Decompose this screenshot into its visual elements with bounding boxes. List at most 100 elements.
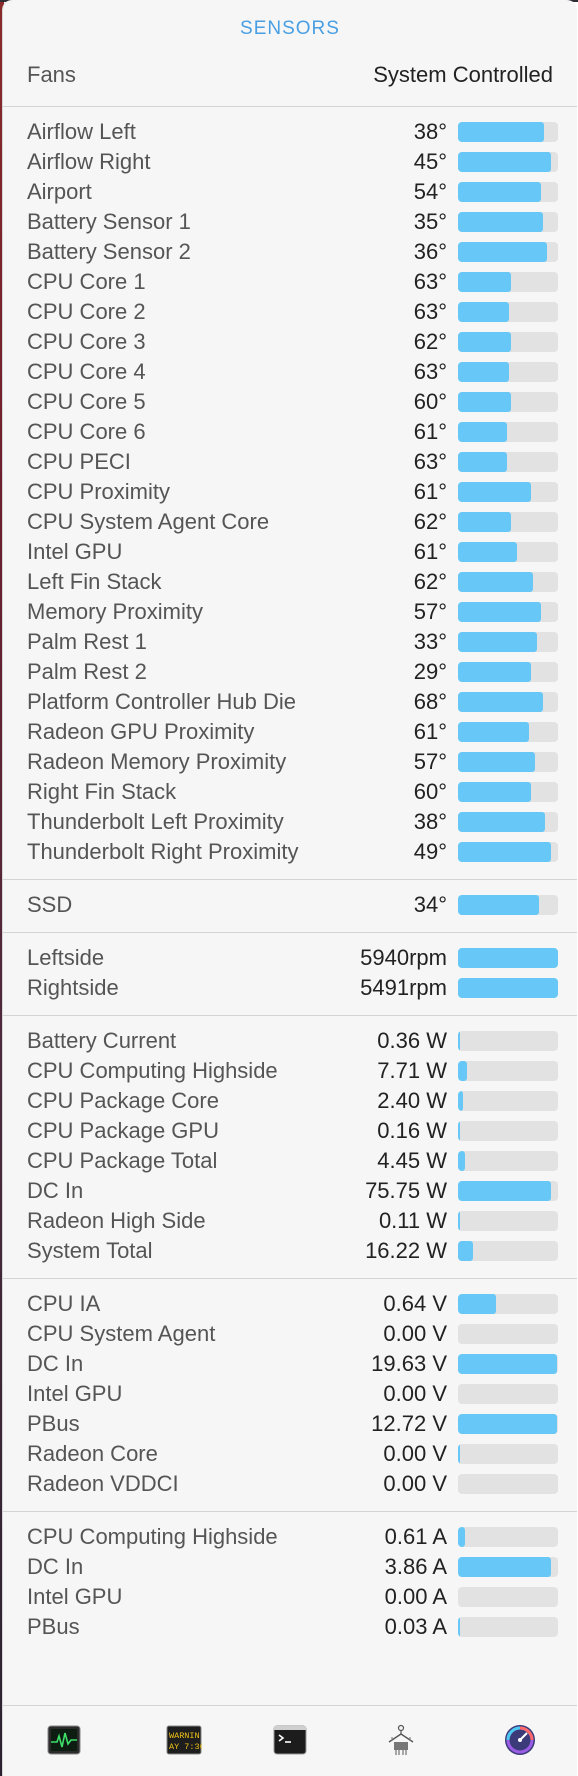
sensor-row[interactable]: Thunderbolt Right Proximity 49° (3, 837, 577, 867)
sensor-name: Leftside (27, 945, 105, 970)
sensor-row[interactable]: DC In 3.86 A (3, 1552, 577, 1582)
terminal-icon[interactable] (273, 1724, 307, 1756)
console-icon[interactable]: WARNIN AY 7:36 (166, 1724, 202, 1756)
sensor-row[interactable]: Palm Rest 2 29° (3, 657, 577, 687)
sensor-row[interactable]: Left Fin Stack 62° (3, 567, 577, 597)
sensor-level-fill (458, 422, 507, 442)
sensor-row[interactable]: Radeon Memory Proximity 57° (3, 747, 577, 777)
sensor-level-bar (458, 692, 558, 712)
sensor-row[interactable]: Battery Sensor 1 35° (3, 207, 577, 237)
fans-mode-value[interactable]: System Controlled (373, 62, 553, 87)
sensor-row[interactable]: Airflow Right 45° (3, 147, 577, 177)
sensor-row[interactable]: CPU Core 3 62° (3, 327, 577, 357)
sensor-row[interactable]: CPU Core 5 60° (3, 387, 577, 417)
sensor-level-fill (458, 332, 511, 352)
sensor-row[interactable]: System Total 16.22 W (3, 1236, 577, 1266)
sensor-name: CPU Proximity (27, 479, 171, 504)
sensor-row[interactable]: CPU Package GPU 0.16 W (3, 1116, 577, 1146)
sensor-level-fill (458, 1241, 473, 1261)
sensor-row[interactable]: CPU Core 6 61° (3, 417, 577, 447)
sensor-row[interactable]: CPU Computing Highside 7.71 W (3, 1056, 577, 1086)
sensor-row[interactable]: Intel GPU 61° (3, 537, 577, 567)
fans-mode-row[interactable]: Fans System Controlled (3, 54, 577, 96)
sensor-level-fill (458, 948, 558, 968)
sensor-row[interactable]: Airport 54° (3, 177, 577, 207)
sensor-value: 49° (413, 839, 447, 864)
sensor-row[interactable]: Radeon High Side 0.11 W (3, 1206, 577, 1236)
sensor-level-bar (458, 212, 558, 232)
sensor-row[interactable]: Rightside 5491rpm (3, 973, 577, 1003)
sensor-level-bar (458, 182, 558, 202)
sensor-level-bar (458, 452, 558, 472)
sensor-row[interactable]: CPU Package Core 2.40 W (3, 1086, 577, 1116)
sensor-row[interactable]: Battery Current 0.36 W (3, 1026, 577, 1056)
sensor-value: 0.00 V (383, 1381, 447, 1406)
sensor-value: 62° (413, 329, 447, 354)
sensor-value: 62° (413, 569, 447, 594)
sensor-level-bar (458, 1211, 558, 1231)
sensor-value: 57° (413, 599, 447, 624)
sensor-level-bar (458, 242, 558, 262)
sensor-row[interactable]: CPU Proximity 61° (3, 477, 577, 507)
sensor-row[interactable]: SSD 34° (3, 890, 577, 920)
sensor-row[interactable]: Thunderbolt Left Proximity 38° (3, 807, 577, 837)
sensor-row[interactable]: CPU Computing Highside 0.61 A (3, 1522, 577, 1552)
sensor-value: 3.86 A (384, 1554, 447, 1579)
sensor-name: Right Fin Stack (27, 779, 177, 804)
sensor-row[interactable]: CPU Core 1 63° (3, 267, 577, 297)
istat-menus-icon[interactable] (503, 1724, 537, 1756)
sensor-row[interactable]: CPU System Agent Core 62° (3, 507, 577, 537)
sensor-row[interactable]: CPU Core 4 63° (3, 357, 577, 387)
sensor-value: 63° (413, 449, 447, 474)
sensor-value: 35° (413, 209, 447, 234)
sensor-row[interactable]: CPU System Agent 0.00 V (3, 1319, 577, 1349)
sensor-row[interactable]: CPU PECI 63° (3, 447, 577, 477)
sensor-level-fill (458, 1527, 465, 1547)
sensor-level-bar (458, 302, 558, 322)
sensor-value: 34° (413, 892, 447, 917)
sensor-row[interactable]: CPU Package Total 4.45 W (3, 1146, 577, 1176)
sensor-row[interactable]: Intel GPU 0.00 A (3, 1582, 577, 1612)
sensor-level-fill (458, 362, 509, 382)
sensor-name: DC In (27, 1178, 84, 1203)
sensor-row[interactable]: CPU IA 0.64 V (3, 1289, 577, 1319)
sensor-row[interactable]: PBus 0.03 A (3, 1612, 577, 1642)
sensor-level-fill (458, 1121, 460, 1141)
sensor-row[interactable]: Leftside 5940rpm (3, 943, 577, 973)
sensor-value: 5940rpm (360, 945, 447, 970)
sensor-value: 0.03 A (384, 1614, 447, 1639)
sensor-name: CPU Core 3 (27, 329, 146, 354)
sensor-value: 5491rpm (360, 975, 447, 1000)
sensor-level-fill (458, 152, 551, 172)
sensor-level-bar (458, 1557, 558, 1577)
sensor-level-bar (458, 422, 558, 442)
sensor-name: Radeon Memory Proximity (27, 749, 287, 774)
sensor-name: CPU Core 5 (27, 389, 146, 414)
sensor-row[interactable]: Right Fin Stack 60° (3, 777, 577, 807)
sensor-row[interactable]: Palm Rest 1 33° (3, 627, 577, 657)
sensor-row[interactable]: Battery Sensor 2 36° (3, 237, 577, 267)
sensor-level-fill (458, 1294, 496, 1314)
activity-monitor-icon[interactable] (47, 1724, 81, 1756)
sensor-name: Airflow Left (27, 119, 136, 144)
sensor-level-bar (458, 572, 558, 592)
sensor-row[interactable]: Airflow Left 38° (3, 117, 577, 147)
sensor-row[interactable]: Radeon Core 0.00 V (3, 1439, 577, 1469)
sensor-level-bar (458, 978, 558, 998)
sensor-row[interactable]: Intel GPU 0.00 V (3, 1379, 577, 1409)
sensor-value: 0.11 W (378, 1208, 447, 1233)
sensor-row[interactable]: PBus 12.72 V (3, 1409, 577, 1439)
sensor-row[interactable]: Memory Proximity 57° (3, 597, 577, 627)
sensor-value: 63° (413, 359, 447, 384)
sensor-row[interactable]: DC In 19.63 V (3, 1349, 577, 1379)
sensor-level-fill (458, 1414, 557, 1434)
system-information-icon[interactable] (384, 1724, 418, 1756)
sensor-row[interactable]: Platform Controller Hub Die 68° (3, 687, 577, 717)
sensor-row[interactable]: DC In 75.75 W (3, 1176, 577, 1206)
sensor-row[interactable]: Radeon VDDCI 0.00 V (3, 1469, 577, 1499)
sensor-value: 0.64 V (383, 1291, 447, 1316)
sensor-level-fill (458, 122, 544, 142)
sensor-row[interactable]: CPU Core 2 63° (3, 297, 577, 327)
sensor-row[interactable]: Radeon GPU Proximity 61° (3, 717, 577, 747)
